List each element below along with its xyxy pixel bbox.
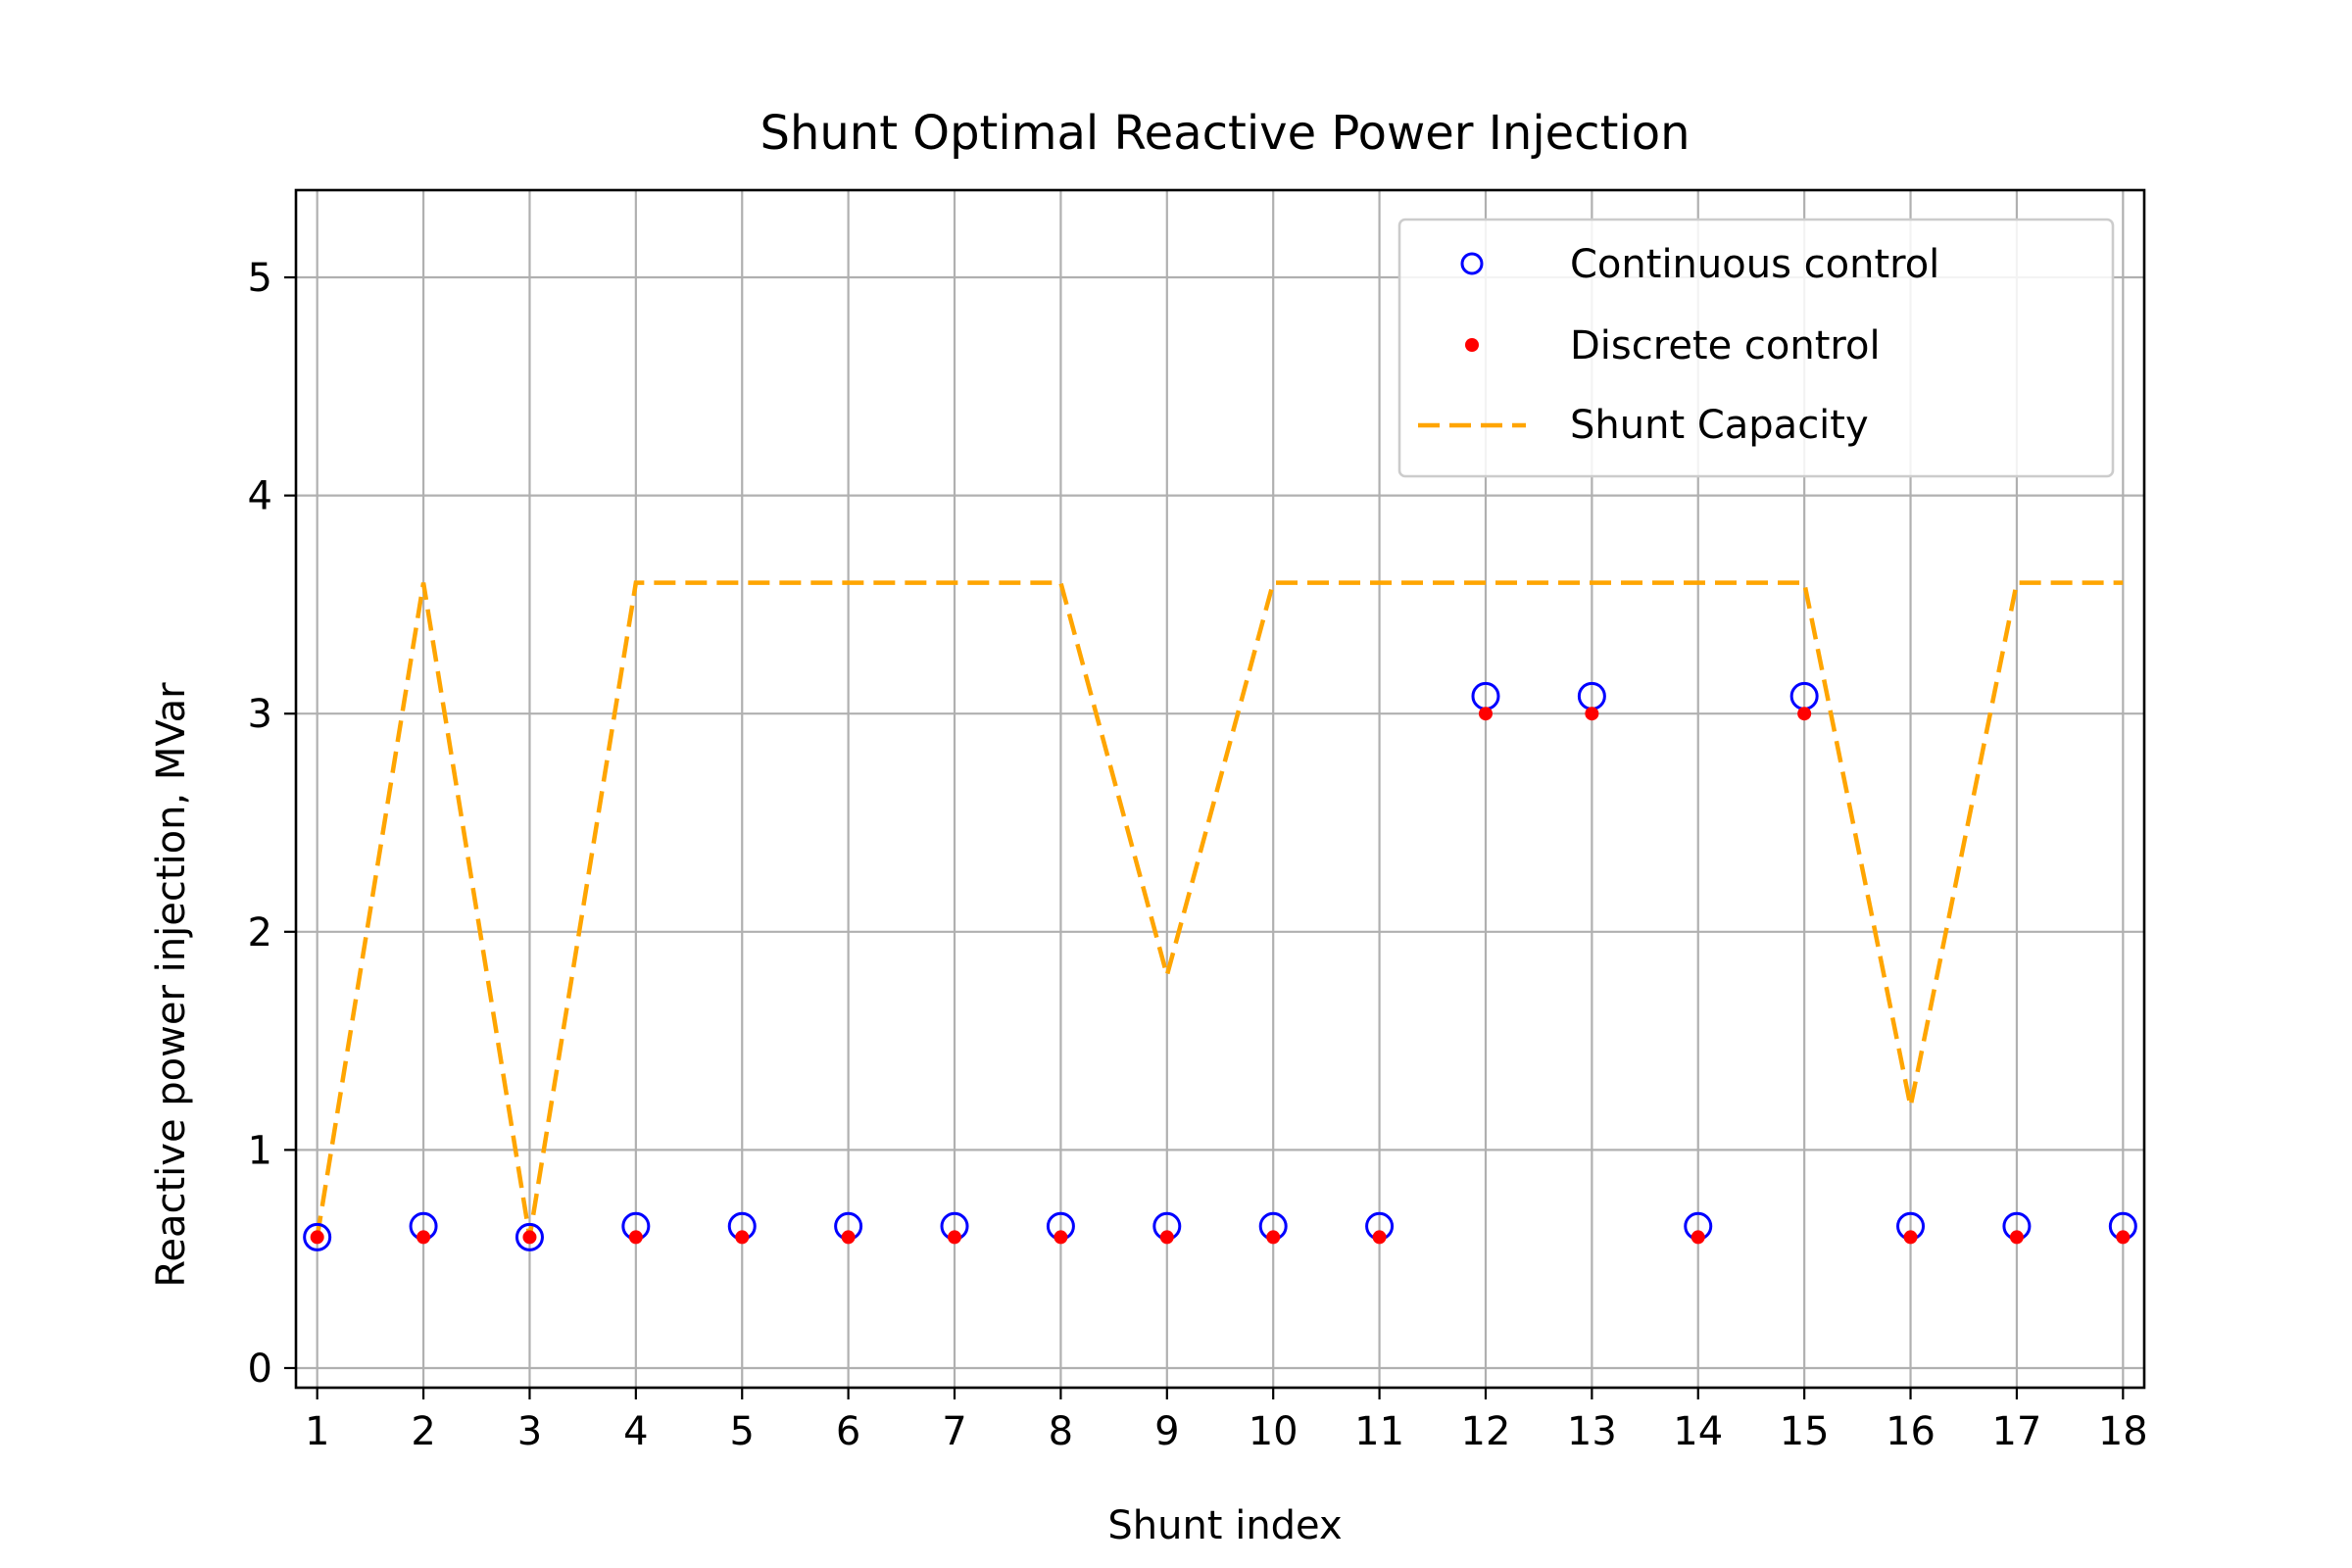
x-tick-label: 15 (1780, 1409, 1830, 1454)
discrete-control-point (1159, 1230, 1174, 1245)
x-tick-label: 16 (1886, 1409, 1936, 1454)
discrete-control-point (1690, 1230, 1705, 1245)
y-tick-label: 4 (248, 474, 272, 519)
x-tick-label: 14 (1673, 1409, 1723, 1454)
x-tick-label: 10 (1249, 1409, 1298, 1454)
discrete-control-point (841, 1230, 856, 1245)
x-tick-label: 4 (623, 1409, 648, 1454)
discrete-control-point (1585, 707, 1599, 721)
legend-discrete-label: Discrete control (1570, 323, 1881, 368)
x-tick-label: 5 (730, 1409, 755, 1454)
discrete-control-point (310, 1230, 324, 1245)
discrete-control-point (2116, 1230, 2131, 1245)
discrete-control-point (948, 1230, 962, 1245)
discrete-control-point (1797, 707, 1812, 721)
shunt-capacity-line (315, 580, 2124, 1238)
x-tick-label: 17 (1991, 1409, 2041, 1454)
y-tick-label: 3 (248, 692, 272, 737)
continuous-control-point (514, 1222, 544, 1251)
chart-title: Shunt Optimal Reactive Power Injection (760, 106, 1690, 161)
plot-frame (294, 188, 2146, 1390)
y-tick-label: 0 (248, 1347, 272, 1392)
grid (296, 190, 2144, 1388)
x-tick-label: 11 (1354, 1409, 1404, 1454)
discrete-control-point (1266, 1230, 1281, 1245)
x-axis-label: Shunt index (1107, 1503, 1342, 1548)
legend-discrete-marker (1465, 338, 1479, 352)
x-tick-label: 7 (942, 1409, 966, 1454)
discrete-control-point (1054, 1230, 1068, 1245)
discrete-control-point (735, 1230, 750, 1245)
y-tick-label: 1 (248, 1128, 272, 1173)
discrete-control-point (2009, 1230, 2024, 1245)
legend-continuous-marker (1460, 252, 1484, 275)
x-tick-label: 18 (2098, 1409, 2148, 1454)
discrete-control-point (1903, 1230, 1918, 1245)
legend-capacity-label: Shunt Capacity (1570, 403, 1869, 448)
x-tick-label: 8 (1049, 1409, 1073, 1454)
y-axis-label: Reactive power injection, MVar (149, 682, 194, 1288)
legend-box (1397, 218, 2115, 478)
y-tick-label: 2 (248, 910, 272, 956)
discrete-control-point (1372, 1230, 1387, 1245)
x-tick-label: 3 (517, 1409, 542, 1454)
x-tick-label: 9 (1154, 1409, 1179, 1454)
y-tick-label: 5 (248, 256, 272, 301)
series-layer (303, 580, 2137, 1251)
x-tick-label: 12 (1461, 1409, 1511, 1454)
x-tick-label: 2 (411, 1409, 435, 1454)
x-tick-label: 1 (305, 1409, 329, 1454)
legend: Continuous control Discrete control Shun… (1397, 218, 2115, 478)
discrete-control-point (628, 1230, 643, 1245)
x-tick-label: 6 (836, 1409, 860, 1454)
discrete-control-point (1478, 707, 1493, 721)
continuous-control-point (303, 1222, 332, 1251)
discrete-control-point (522, 1230, 537, 1245)
legend-continuous-label: Continuous control (1570, 242, 1939, 287)
x-tick-label: 13 (1567, 1409, 1617, 1454)
discrete-control-point (416, 1230, 431, 1245)
